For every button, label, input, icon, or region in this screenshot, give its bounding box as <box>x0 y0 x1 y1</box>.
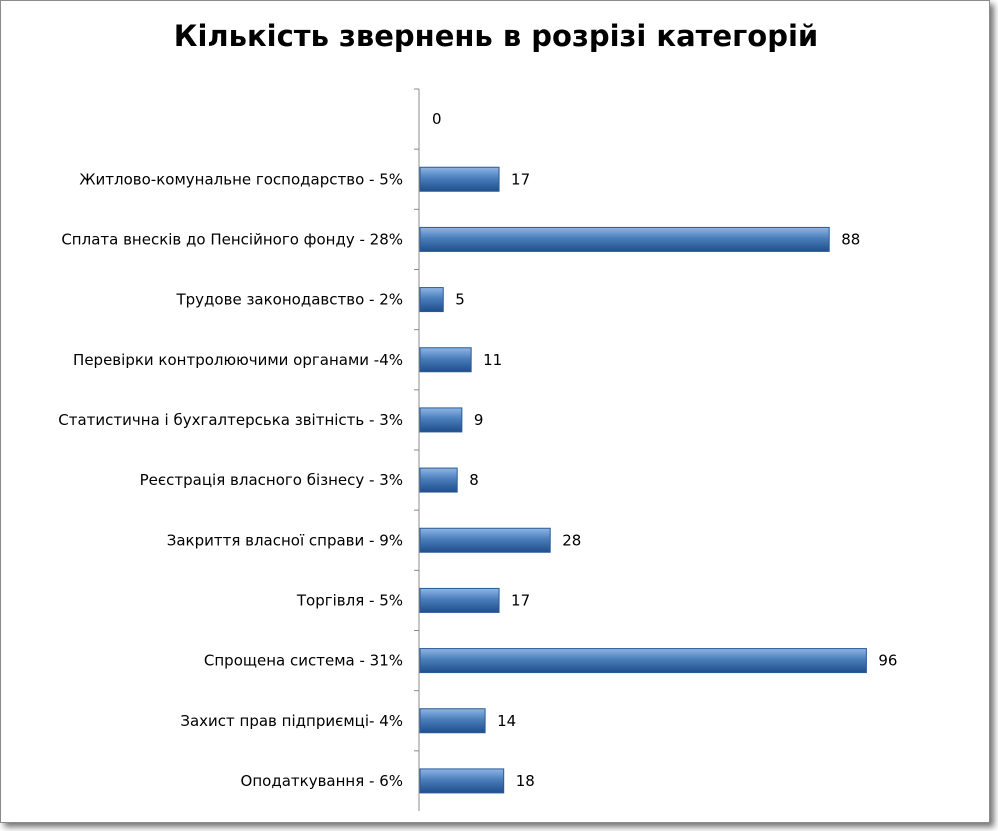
category-label-3: Трудове законодавство - 2% <box>176 291 404 309</box>
value-label-0: 0 <box>432 110 442 128</box>
bar-1 <box>419 166 500 192</box>
category-label-11: Оподаткування - 6% <box>241 772 403 790</box>
bar-6 <box>419 467 458 493</box>
bars-layer <box>419 166 867 794</box>
category-label-10: Захист прав підприємці- 4% <box>180 712 403 730</box>
bar-11 <box>419 768 505 794</box>
value-label-2: 88 <box>841 230 860 248</box>
bar-8 <box>419 587 500 613</box>
value-label-9: 96 <box>878 652 897 670</box>
axis-layer <box>414 88 420 811</box>
category-label-5: Статистична і бухгалтерська звітність - … <box>58 411 403 429</box>
category-label-2: Сплата внесків до Пенсійного фонду - 28% <box>61 230 403 248</box>
category-label-9: Спрощена система - 31% <box>204 652 403 670</box>
value-label-11: 18 <box>516 772 535 790</box>
value-label-3: 5 <box>455 291 465 309</box>
bar-5 <box>419 407 463 433</box>
value-label-7: 28 <box>562 531 581 549</box>
category-label-1: Житлово-комунальне господарство - 5% <box>79 170 403 188</box>
value-label-8: 17 <box>511 591 530 609</box>
bar-7 <box>419 527 551 553</box>
labels-layer: 0 17 Житлово-комунальне господарство - 5% 8… <box>58 110 897 790</box>
value-label-1: 17 <box>511 170 530 188</box>
value-label-10: 14 <box>497 712 516 730</box>
category-label-8: Торгівля - 5% <box>296 591 403 609</box>
value-label-6: 8 <box>469 471 479 489</box>
bar-10 <box>419 708 486 734</box>
category-label-7: Закриття власної справи - 9% <box>167 531 403 549</box>
bar-2 <box>419 226 830 252</box>
value-label-5: 9 <box>474 411 484 429</box>
bar-4 <box>419 347 472 373</box>
chart-title: Кількість звернень в розрізі категорій <box>173 19 819 53</box>
category-label-6: Реєстрація власного бізнесу - 3% <box>140 471 403 489</box>
value-label-4: 11 <box>483 351 502 369</box>
category-label-4: Перевірки контролюючими органами -4% <box>73 351 403 369</box>
bar-3 <box>419 287 444 313</box>
bar-9 <box>419 648 867 674</box>
